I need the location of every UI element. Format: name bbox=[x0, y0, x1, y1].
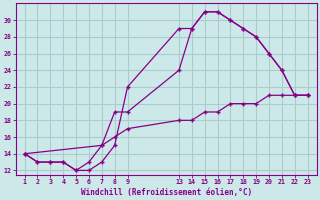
X-axis label: Windchill (Refroidissement éolien,°C): Windchill (Refroidissement éolien,°C) bbox=[81, 188, 252, 197]
